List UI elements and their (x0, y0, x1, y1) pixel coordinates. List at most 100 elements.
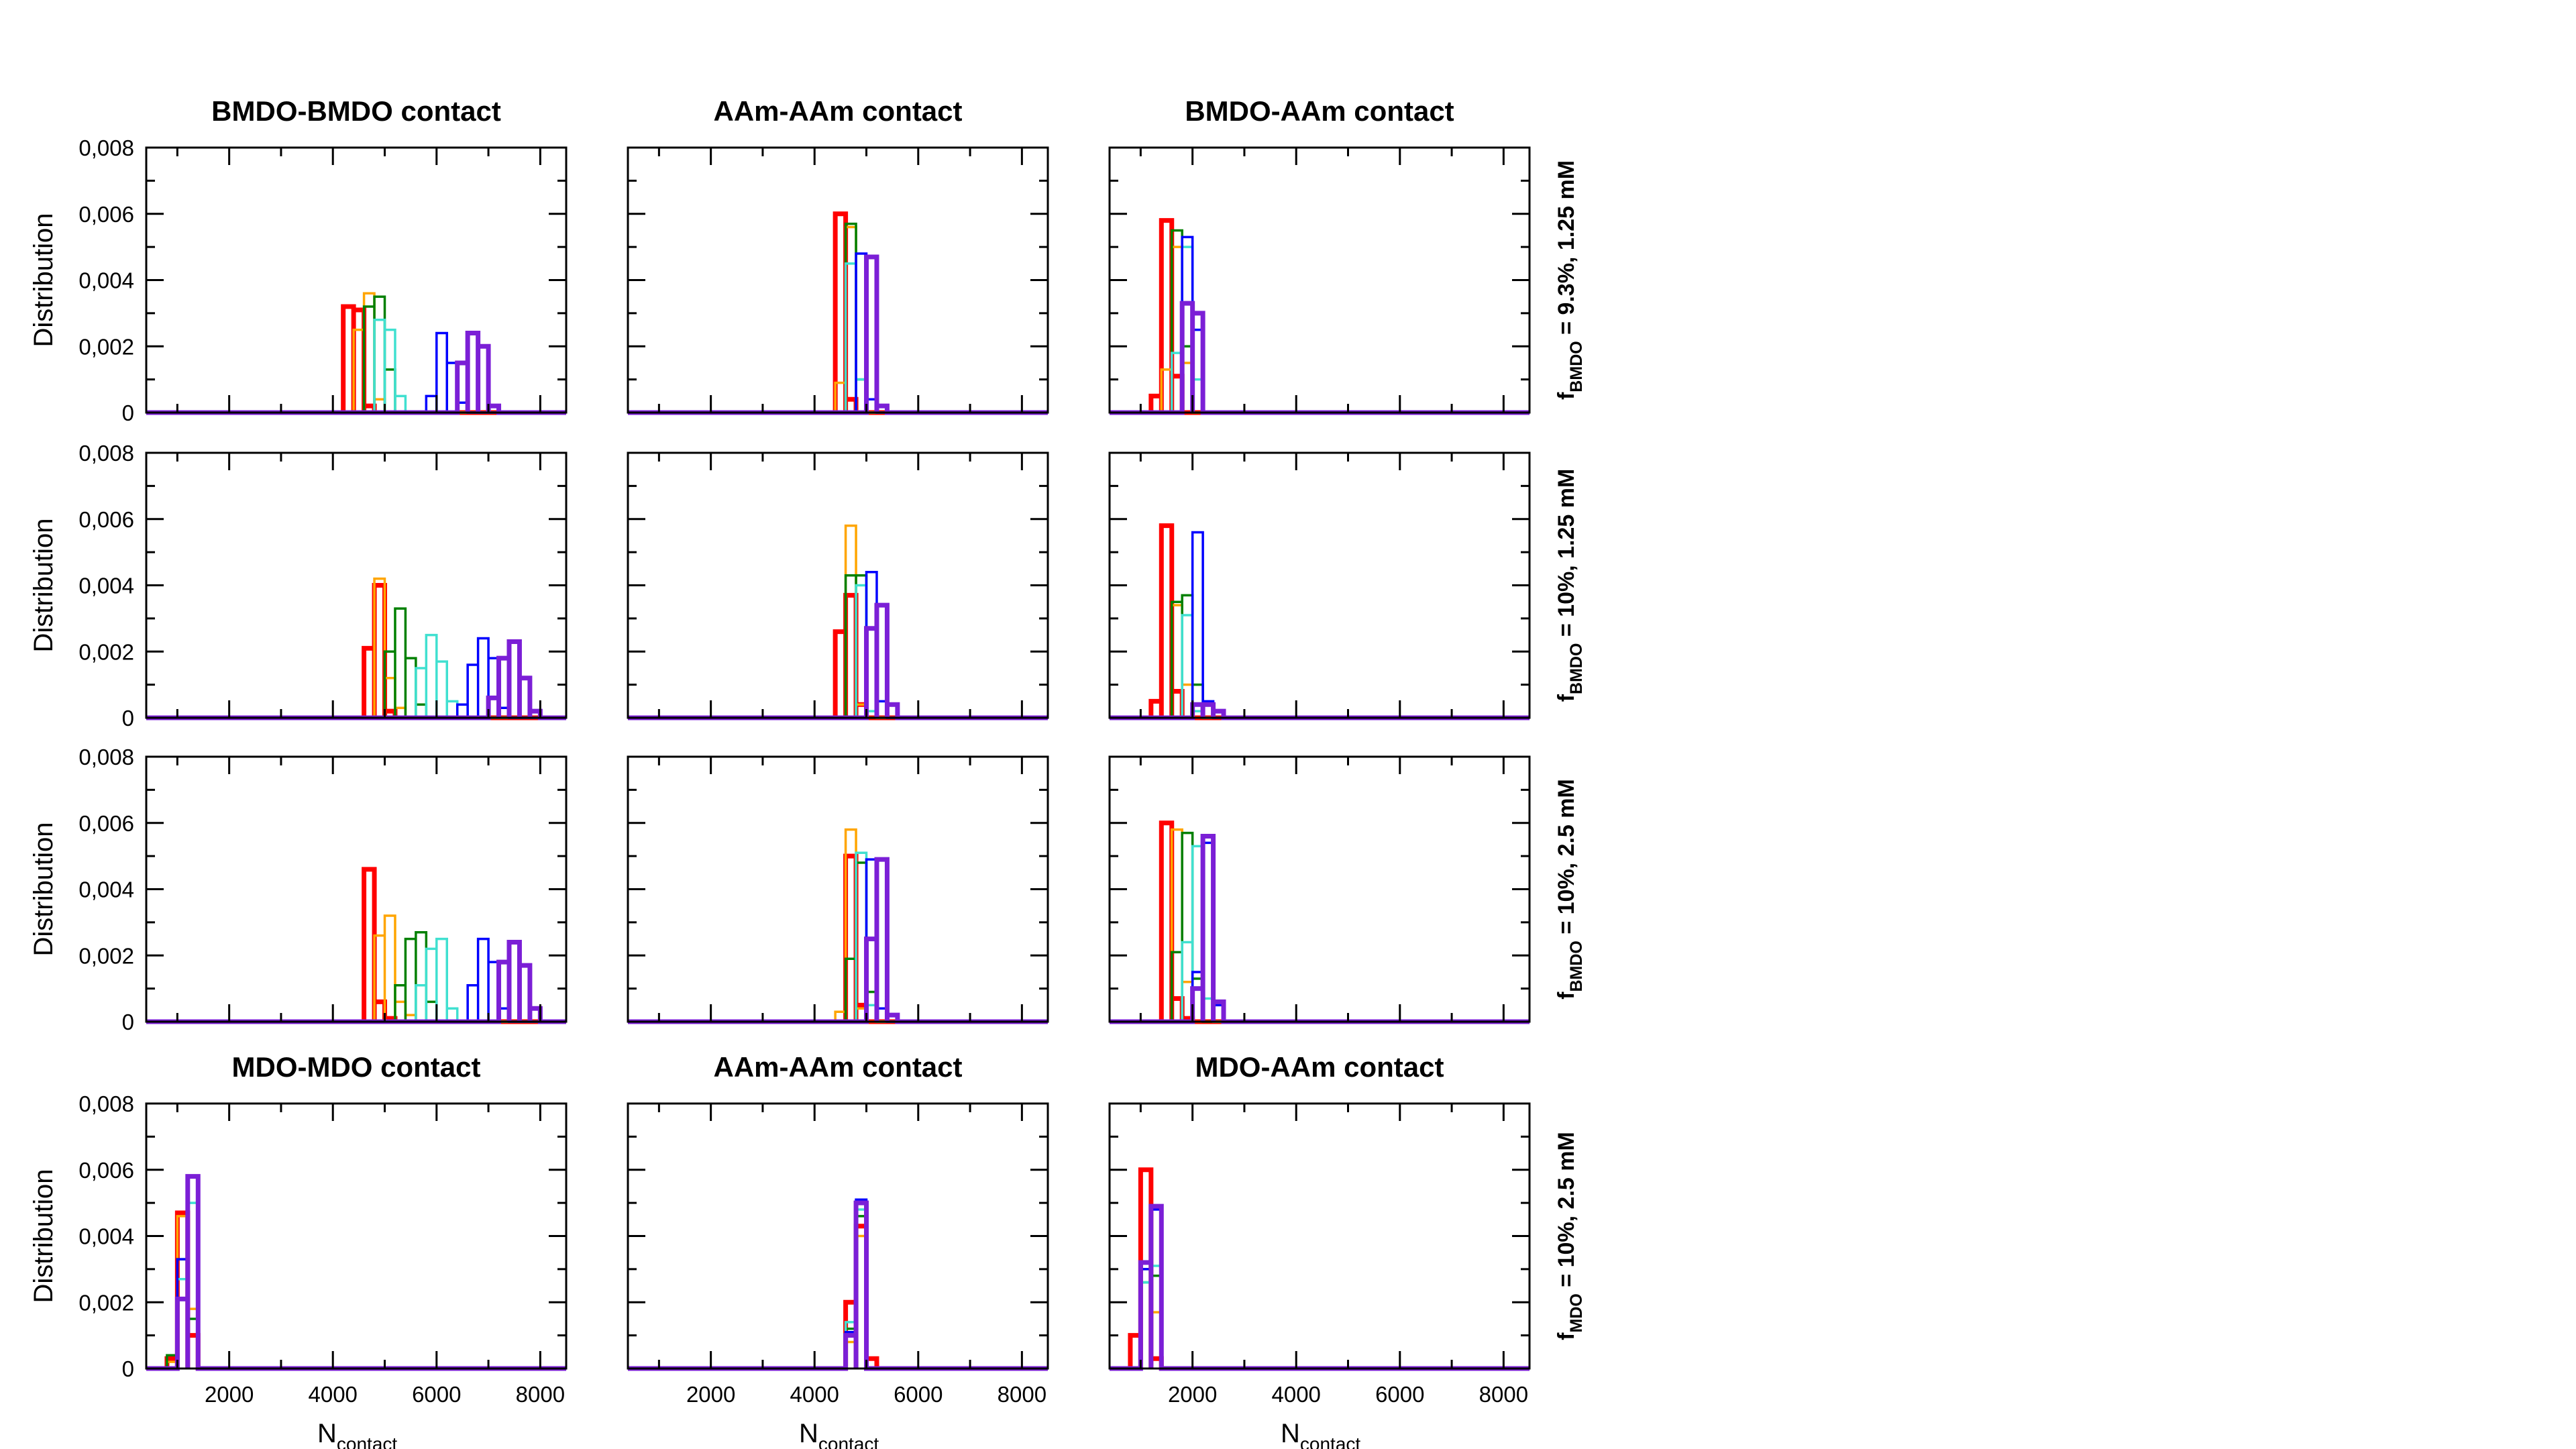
panel-title: BMDO-BMDO contact (211, 95, 501, 127)
series-1-histogram (146, 304, 566, 415)
x-axis-label: Ncontact (799, 1419, 879, 1449)
y-tick-label: 0 (122, 400, 134, 425)
x-tick-label: 2000 (686, 1382, 735, 1407)
series-3-histogram (146, 607, 566, 719)
y-tick-label: 0,004 (78, 1224, 134, 1249)
series-5-histogram (628, 571, 1048, 719)
x-axis-label: Ncontact (1281, 1419, 1360, 1449)
panel-row2-col2 (627, 451, 1049, 720)
plot-frame (145, 451, 568, 719)
series-6-histogram (628, 1200, 1048, 1371)
series-5-histogram (146, 331, 566, 414)
panel-row2-col1: 0 0,002 0,004 0,006 0,008 Distribution (29, 441, 568, 731)
series-5-histogram (628, 1198, 1048, 1370)
panel-title: AAm-AAm contact (713, 95, 962, 127)
series-3-histogram (146, 295, 566, 414)
x-tick-label: 4000 (790, 1382, 839, 1407)
series-1-histogram (146, 583, 566, 720)
row-label: fBMDO = 9.3%, 1.25 mM (1554, 160, 1586, 400)
series-6-histogram (146, 1174, 566, 1371)
y-tick-label: 0,006 (78, 811, 134, 836)
panel-row2-col3 (1108, 451, 1531, 720)
panel-row1-col1: 0 0,002 0,004 0,006 0,008 BMDO-BMDO contact Di… (29, 95, 568, 425)
plot-frame (1108, 1102, 1531, 1370)
series-4-histogram (628, 1208, 1048, 1370)
series-1-histogram (628, 1224, 1048, 1371)
row-label: fBMDO = 10%, 1.25 mM (1554, 469, 1586, 702)
y-tick-label: 0,008 (78, 745, 134, 769)
panel-row3-col3 (1108, 755, 1531, 1024)
panel-row1-col3: BMDO-AAm contact (1108, 95, 1531, 415)
series-2-histogram (628, 828, 1048, 1023)
series-6-histogram (628, 857, 1048, 1024)
x-axis-label: Ncontact (317, 1419, 397, 1449)
y-tick-label: 0,002 (78, 639, 134, 664)
y-tick-label: 0,006 (78, 507, 134, 532)
series-6-histogram (146, 639, 566, 720)
panel-title: BMDO-AAm contact (1185, 95, 1454, 127)
panel-row4-col1: 2000 4000 6000 8000 0 0,002 0,004 0,006 0,008 MDO… (29, 1051, 568, 1449)
series-5-histogram (628, 858, 1048, 1023)
series-6-histogram (1110, 834, 1529, 1024)
y-tick-label: 0 (122, 706, 134, 731)
series-3-histogram (146, 1258, 566, 1370)
panel-title: MDO-AAm contact (1195, 1051, 1444, 1083)
series-5-histogram (146, 1175, 566, 1370)
series-6-histogram (628, 254, 1048, 415)
series-4-histogram (628, 851, 1048, 1023)
plot-frame (627, 451, 1049, 719)
series-2-histogram (146, 1215, 566, 1370)
series-2-histogram (1110, 1268, 1529, 1370)
plot-frame (145, 146, 568, 414)
plot-frame (627, 1102, 1049, 1370)
series-6-histogram (1110, 1203, 1529, 1371)
row-label: fBMDO = 10%, 2.5 mM (1554, 779, 1586, 1000)
x-tick-label: 4000 (1272, 1382, 1321, 1407)
y-tick-label: 0,008 (78, 441, 134, 466)
y-axis-label: Distribution (29, 213, 58, 347)
series-2-histogram (146, 914, 566, 1023)
series-3-histogram (1110, 594, 1529, 719)
x-tick-label: 8000 (1479, 1382, 1528, 1407)
x-tick-label: 6000 (894, 1382, 943, 1407)
series-3-histogram (628, 1215, 1048, 1370)
panel-title: AAm-AAm contact (713, 1051, 962, 1083)
y-tick-label: 0,002 (78, 943, 134, 968)
series-6-histogram (146, 331, 566, 415)
x-tick-label: 4000 (309, 1382, 358, 1407)
series-3-histogram (628, 222, 1048, 414)
y-tick-label: 0,004 (78, 574, 134, 598)
y-axis-label: Distribution (29, 518, 58, 652)
y-axis-label: Distribution (29, 1169, 58, 1303)
series-3-histogram (628, 574, 1048, 719)
y-tick-label: 0,004 (78, 877, 134, 902)
series-4-histogram (628, 262, 1048, 414)
y-tick-label: 0 (122, 1356, 134, 1381)
series-1-histogram (1110, 1167, 1529, 1371)
y-tick-label: 0,004 (78, 268, 134, 293)
plot-frame (145, 1102, 568, 1370)
panel-row4-col2: 2000 4000 6000 8000 AAm-AAm contact Ncontact (627, 1051, 1049, 1449)
series-1-histogram (146, 867, 566, 1024)
series-2-histogram (146, 577, 566, 719)
x-tick-label: 6000 (412, 1382, 461, 1407)
series-4-histogram (146, 319, 566, 414)
series-5-histogram (628, 252, 1048, 414)
x-tick-label: 8000 (516, 1382, 565, 1407)
plot-frame (627, 146, 1049, 414)
y-tick-label: 0,008 (78, 1091, 134, 1116)
series-4-histogram (146, 1201, 566, 1370)
y-axis-label: Distribution (29, 822, 58, 956)
row-label: fMDO = 10%, 2.5 mM (1554, 1132, 1586, 1340)
series-1-histogram (146, 1210, 566, 1371)
series-5-histogram (146, 637, 566, 719)
series-6-histogram (146, 940, 566, 1024)
panel-row1-col2: AAm-AAm contact (627, 95, 1049, 415)
series-5-histogram (1110, 1208, 1529, 1370)
series-6-histogram (628, 602, 1048, 720)
series-5-histogram (146, 937, 566, 1023)
series-3-histogram (1110, 1275, 1529, 1370)
y-tick-label: 0,006 (78, 1158, 134, 1183)
panel-title: MDO-MDO contact (232, 1051, 481, 1083)
